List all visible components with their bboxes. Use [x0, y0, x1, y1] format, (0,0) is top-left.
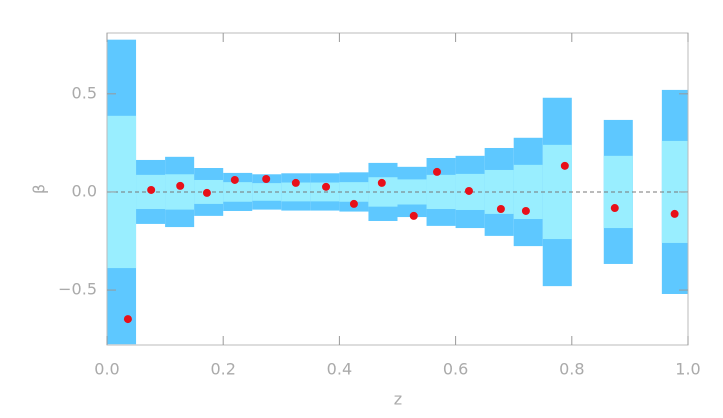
point [670, 209, 679, 218]
point [176, 181, 185, 190]
x-tick-label: 0.8 [559, 360, 584, 379]
point [147, 185, 156, 194]
x-tick-label: 0.0 [94, 360, 119, 379]
y-axis-label: β [30, 184, 49, 194]
point [202, 188, 211, 197]
point [262, 174, 271, 183]
y-tick-label: 0.0 [72, 181, 97, 200]
point [496, 205, 505, 214]
point [521, 206, 530, 215]
y-tick-label: 0.5 [72, 83, 97, 102]
x-tick-label: 0.4 [327, 360, 352, 379]
point [230, 175, 239, 184]
point [464, 186, 473, 195]
x-tick-label: 0.6 [443, 360, 468, 379]
inner-band [281, 182, 311, 202]
point [560, 161, 569, 170]
x-tick-label: 1.0 [675, 360, 700, 379]
point [409, 211, 418, 220]
y-tick-label: −0.5 [58, 280, 97, 299]
point [291, 178, 300, 187]
inner-band [223, 182, 253, 202]
x-tick-label: 0.2 [210, 360, 235, 379]
point [377, 178, 386, 187]
point [433, 167, 442, 176]
point [123, 315, 132, 324]
x-axis-label: z [394, 390, 402, 409]
point [349, 199, 358, 208]
inner-band [252, 183, 282, 201]
point [610, 204, 619, 213]
plot-frame [106, 32, 689, 346]
point [322, 182, 331, 191]
